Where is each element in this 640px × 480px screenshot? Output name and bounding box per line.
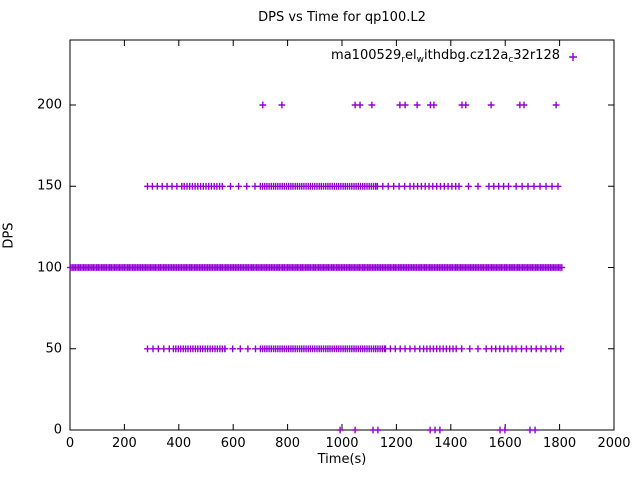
plot-frame bbox=[69, 39, 615, 431]
legend-label-text: 32r128 bbox=[513, 48, 560, 63]
x-tick-label: 1800 bbox=[543, 436, 577, 451]
legend-label-subscript: w bbox=[416, 55, 425, 65]
x-tick-label: 200 bbox=[111, 436, 137, 451]
y-tick-label: 150 bbox=[37, 178, 62, 194]
legend-label-text: ma100529 bbox=[331, 48, 402, 63]
x-tick-label: 800 bbox=[275, 436, 301, 451]
scatter-points bbox=[67, 101, 566, 434]
chart-title: DPS vs Time for qp100.L2 bbox=[258, 10, 426, 25]
x-tick-label: 400 bbox=[166, 436, 192, 451]
x-tick-label: 600 bbox=[220, 436, 246, 451]
legend-label: ma100529relwithdbg.cz12ac32r128 bbox=[331, 48, 560, 65]
x-tick-label: 1200 bbox=[379, 436, 413, 451]
y-tick-label: 0 bbox=[53, 422, 62, 438]
legend-marker bbox=[569, 53, 577, 61]
x-tick-label: 1000 bbox=[325, 436, 359, 451]
x-axis-label: Time(s) bbox=[317, 452, 367, 467]
x-tick-label: 1600 bbox=[488, 436, 522, 451]
legend-label-text: el bbox=[405, 48, 417, 63]
y-tick-label: 50 bbox=[45, 341, 62, 357]
legend-label-subscript: r bbox=[401, 55, 406, 65]
legend-label-text: ithdbg.cz12a bbox=[424, 48, 509, 63]
axis-ticks bbox=[69, 40, 615, 431]
x-tick-label: 2000 bbox=[597, 436, 631, 451]
x-tick-label: 0 bbox=[65, 436, 75, 451]
y-tick-label: 100 bbox=[37, 260, 62, 275]
legend: ma100529relwithdbg.cz12ac32r128 bbox=[331, 48, 560, 65]
legend-label-subscript: c bbox=[508, 55, 514, 65]
x-tick-label: 1400 bbox=[434, 436, 468, 451]
y-tick-label: 200 bbox=[37, 97, 62, 113]
